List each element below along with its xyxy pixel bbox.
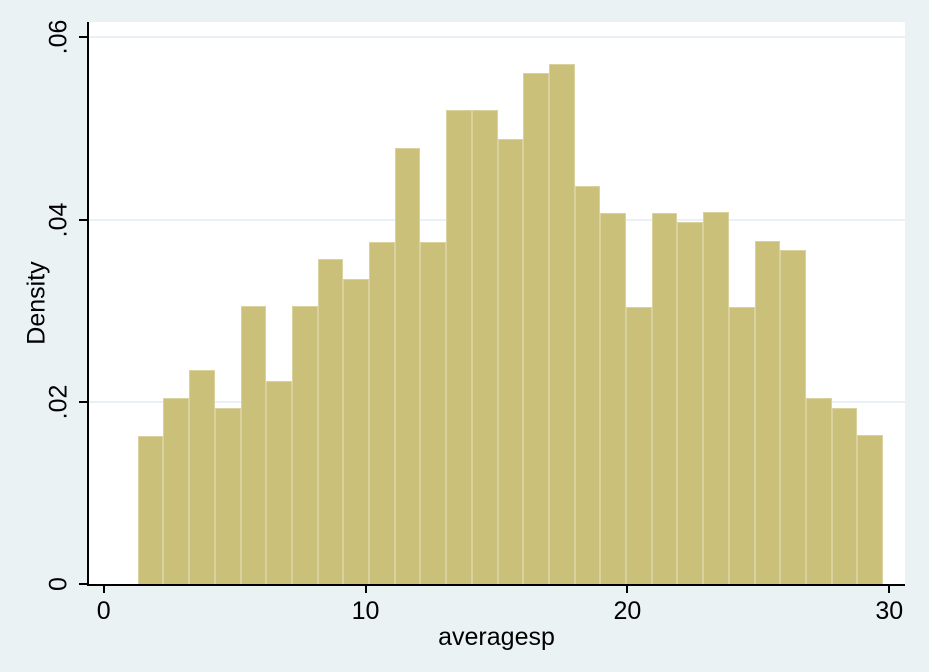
x-tick xyxy=(888,586,891,593)
histogram-bar xyxy=(548,63,575,584)
histogram-bar xyxy=(600,213,627,584)
x-tick xyxy=(364,586,367,593)
histogram-bar xyxy=(291,306,318,584)
y-tick xyxy=(79,583,87,585)
histogram-bar xyxy=(703,212,729,584)
histogram-bar xyxy=(343,278,370,584)
y-axis-line xyxy=(86,22,89,586)
x-tick-label: 0 xyxy=(96,597,111,625)
histogram-bar xyxy=(574,185,601,584)
histogram-bar xyxy=(831,408,858,584)
histogram-bar xyxy=(189,369,215,584)
histogram-bar xyxy=(754,240,781,584)
histogram-bar xyxy=(420,241,447,584)
y-axis-title: Density xyxy=(22,261,51,345)
histogram-bar xyxy=(471,110,498,584)
histogram-bar xyxy=(677,222,704,584)
histogram-bar xyxy=(214,408,241,584)
plot-area xyxy=(88,22,905,584)
histogram-bar xyxy=(523,73,549,584)
y-tick-label: 0 xyxy=(44,577,73,591)
x-axis-line xyxy=(86,584,905,586)
histogram-bar xyxy=(317,258,344,584)
x-tick-label: 10 xyxy=(351,597,380,625)
x-axis-title: averagesp xyxy=(438,623,555,651)
y-tick xyxy=(79,218,87,221)
histogram-bar xyxy=(780,249,806,584)
histogram-bar xyxy=(651,213,678,584)
x-tick-label: 30 xyxy=(875,597,904,625)
gridline xyxy=(88,36,905,39)
y-tick xyxy=(79,400,87,403)
histogram-bar xyxy=(394,147,421,584)
histogram-bar xyxy=(626,307,652,584)
y-tick-label: .04 xyxy=(44,202,73,238)
y-tick xyxy=(79,36,87,39)
histogram-bar xyxy=(446,110,472,584)
histogram-bar xyxy=(266,380,292,584)
histogram-bar xyxy=(240,306,267,584)
x-tick-label: 20 xyxy=(613,597,642,625)
x-tick xyxy=(102,586,105,593)
histogram-bar xyxy=(497,138,524,584)
x-tick xyxy=(626,586,629,593)
histogram-bar xyxy=(369,241,395,584)
histogram-bar xyxy=(137,435,164,584)
histogram-bar xyxy=(163,398,190,584)
y-tick-label: .02 xyxy=(44,384,73,420)
histogram-bar xyxy=(728,307,755,584)
histogram-bar xyxy=(857,434,884,584)
y-tick-label: .06 xyxy=(44,20,73,55)
histogram-bar xyxy=(805,398,832,584)
